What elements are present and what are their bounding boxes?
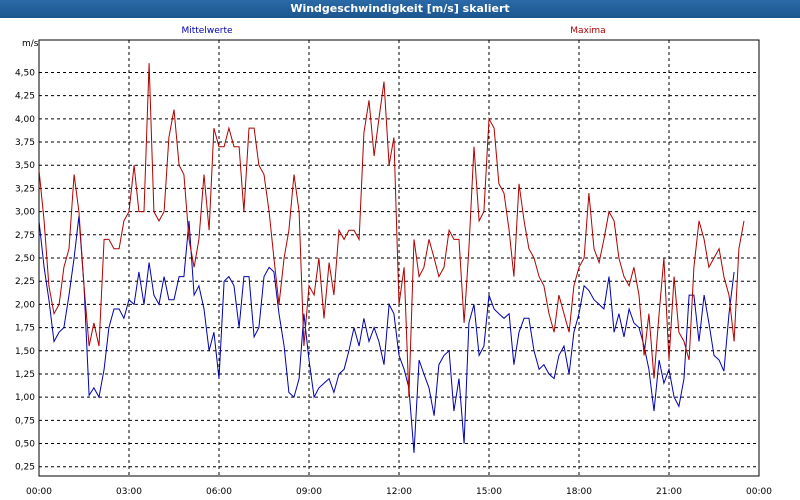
x-tick-time: 03:00 bbox=[116, 487, 142, 497]
x-tick-time: 00:00 bbox=[26, 487, 52, 497]
x-tick-time: 15:00 bbox=[476, 487, 502, 497]
legend-maxima: Maxima bbox=[570, 26, 605, 36]
y-tick-label: 0,75 bbox=[15, 416, 35, 426]
x-tick-time: 06:00 bbox=[206, 487, 232, 497]
y-tick-label: 2,75 bbox=[15, 231, 35, 241]
series-line-maxima bbox=[38, 63, 745, 398]
y-tick-label: 4,00 bbox=[15, 115, 35, 125]
y-tick-label: 1,50 bbox=[15, 347, 35, 357]
y-tick-label: 2,50 bbox=[15, 254, 35, 264]
series-line-mittelwerte bbox=[38, 216, 735, 453]
chart-title-bar: Windgeschwindigkeit [m/s] skaliert bbox=[0, 0, 800, 18]
x-tick-time: 21:00 bbox=[656, 487, 682, 497]
y-tick-label: 3,75 bbox=[15, 138, 35, 148]
x-tick-time: 18:00 bbox=[566, 487, 592, 497]
y-tick-label: 1,25 bbox=[15, 370, 35, 380]
y-tick-label: 2,00 bbox=[15, 300, 35, 310]
y-tick-label: 1,75 bbox=[15, 324, 35, 334]
plot-frame bbox=[38, 39, 760, 477]
legend-mittelwerte: Mittelwerte bbox=[181, 26, 232, 36]
y-tick-label: 3,50 bbox=[15, 161, 35, 171]
y-tick-label: 2,25 bbox=[15, 277, 35, 287]
x-tick-time: 12:00 bbox=[386, 487, 412, 497]
y-tick-label: 0,25 bbox=[15, 463, 35, 473]
x-tick-labels: 00:0003.03.2503:0003.03.2506:0003.03.250… bbox=[26, 487, 772, 497]
x-tick-time: 00:00 bbox=[746, 487, 772, 497]
x-tick-time: 09:00 bbox=[296, 487, 322, 497]
chart-background bbox=[0, 18, 800, 500]
y-tick-label: 4,50 bbox=[15, 68, 35, 78]
wind-speed-chart: m/s Mittelwerte Maxima 0,25 0,50 0,75 1,00 1… bbox=[0, 18, 800, 500]
y-tick-label: 3,00 bbox=[15, 208, 35, 218]
grid bbox=[39, 40, 759, 476]
y-tick-label: 0,50 bbox=[15, 440, 35, 450]
y-axis-label: m/s bbox=[22, 39, 39, 49]
y-tick-label: 4,25 bbox=[15, 92, 35, 102]
series-lines bbox=[38, 63, 745, 453]
y-tick-label: 1,00 bbox=[15, 393, 35, 403]
y-tick-labels: 0,25 0,50 0,75 1,00 1,25 1,50 1,75 2,00 2,25 2,50… bbox=[15, 68, 35, 472]
y-tick-label: 3,25 bbox=[15, 184, 35, 194]
